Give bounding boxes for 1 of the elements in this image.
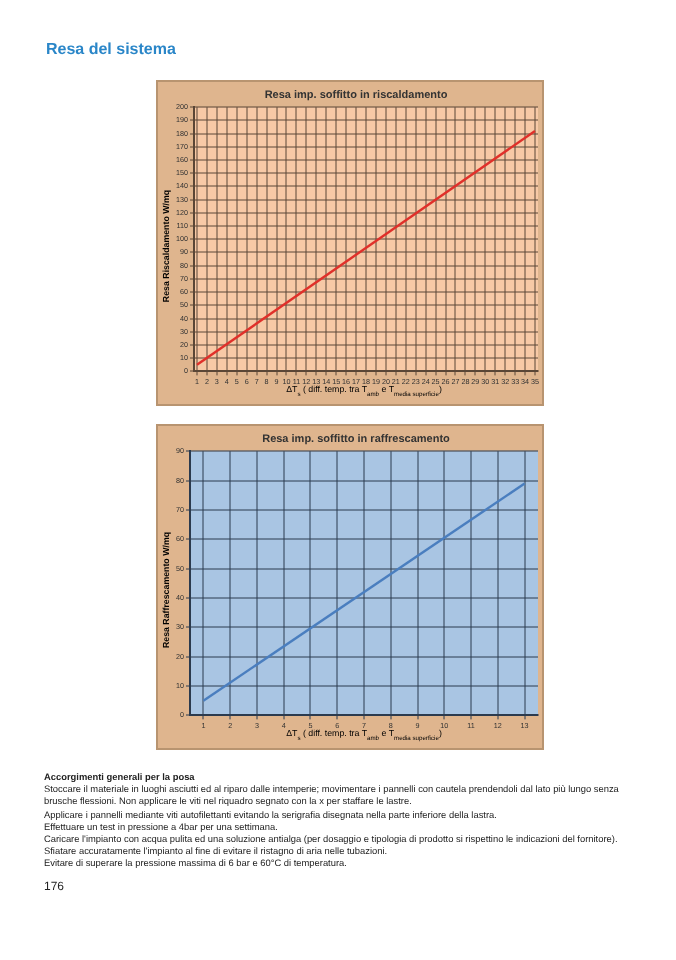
text: Resa del sistema — [46, 40, 176, 58]
